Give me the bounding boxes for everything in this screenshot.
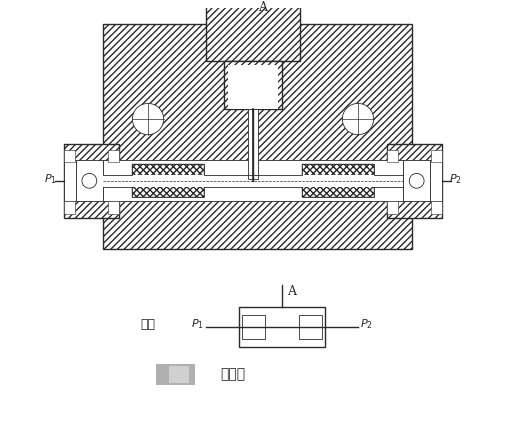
Bar (103, 24, 411, 249)
Bar (224, 61, 281, 109)
Bar (103, 160, 402, 201)
Circle shape (409, 173, 423, 188)
Bar (241, 315, 264, 339)
Circle shape (82, 173, 96, 188)
Bar (386, 201, 397, 214)
Bar (228, 65, 277, 109)
Bar (108, 150, 119, 162)
Bar (430, 150, 441, 162)
Bar (131, 164, 203, 197)
Bar (386, 150, 397, 162)
Bar (108, 201, 119, 214)
Bar (64, 144, 119, 218)
Bar (429, 160, 441, 201)
Text: $P_1$: $P_1$ (44, 172, 58, 186)
Bar (238, 307, 324, 346)
Text: $P_2$: $P_2$ (447, 172, 461, 186)
Bar (76, 160, 103, 201)
Bar (64, 201, 75, 214)
Circle shape (342, 104, 373, 135)
Text: 双压阀: 双压阀 (220, 367, 245, 381)
Text: $P_2$: $P_2$ (360, 317, 372, 331)
Bar (64, 144, 119, 218)
Bar (156, 364, 195, 385)
Text: $P_1$: $P_1$ (190, 317, 203, 331)
Bar (402, 160, 429, 201)
Bar (224, 61, 281, 109)
Bar (103, 175, 402, 187)
Bar (64, 150, 75, 162)
Bar (247, 109, 258, 179)
Bar (430, 201, 441, 214)
Text: 符号: 符号 (140, 318, 155, 331)
Text: A: A (258, 1, 267, 14)
Bar (302, 164, 374, 197)
Bar (168, 366, 189, 383)
Bar (386, 144, 441, 218)
Bar (205, 6, 300, 61)
Bar (386, 144, 441, 218)
Bar (205, 6, 300, 61)
Bar (64, 160, 76, 201)
Bar (302, 164, 374, 197)
Bar (131, 164, 203, 197)
Circle shape (132, 104, 163, 135)
Bar (298, 315, 321, 339)
Text: A: A (287, 285, 295, 298)
Bar (103, 24, 411, 249)
